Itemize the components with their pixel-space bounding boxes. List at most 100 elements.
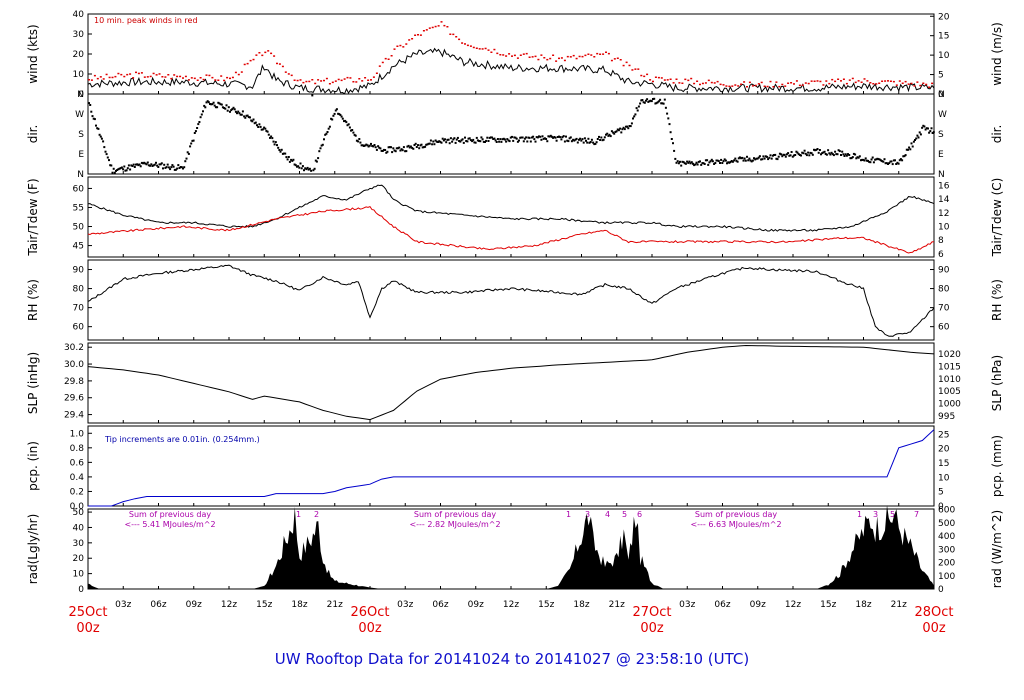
wind-direction-point xyxy=(341,117,344,120)
wind-direction-point xyxy=(452,138,455,141)
wind-direction-point xyxy=(285,156,288,159)
wind-direction-point xyxy=(763,157,766,160)
wind-direction-point xyxy=(88,102,90,105)
peak-wind-point xyxy=(190,77,193,79)
wind-direction-point xyxy=(135,163,137,166)
peak-wind-point xyxy=(654,76,657,78)
wind-direction-point xyxy=(445,141,448,144)
wind-direction-point xyxy=(655,102,658,105)
wind-direction-point xyxy=(171,164,174,167)
wind-direction-point xyxy=(481,138,484,141)
wind-ytick-label: 0 xyxy=(78,90,84,100)
peak-wind-point xyxy=(90,79,93,81)
wind-direction-point xyxy=(581,138,584,141)
peak-wind-point xyxy=(825,80,828,82)
wind-direction-point xyxy=(287,156,290,158)
peak-wind-point xyxy=(725,85,728,87)
wind-direction-point xyxy=(377,145,380,148)
wind-direction-point xyxy=(196,127,199,129)
wind-direction-point xyxy=(805,154,808,157)
peak-wind-point xyxy=(534,55,537,58)
wind-direction-point xyxy=(823,150,826,153)
peak-wind-point xyxy=(543,57,546,59)
wind-direction-point xyxy=(751,159,754,162)
rad-day3-note-line2: <--- 6.63 MJoules/m^2 xyxy=(690,520,781,529)
wind-direction-point xyxy=(486,136,489,139)
peak-wind-point xyxy=(590,54,593,56)
wind-direction-point xyxy=(142,162,145,165)
wind-direction-point xyxy=(907,148,909,151)
wind-direction-point xyxy=(306,166,309,169)
wind-direction-point xyxy=(796,151,799,154)
wind-direction-point xyxy=(782,153,785,156)
wind-direction-point xyxy=(821,152,824,155)
peak-wind-point xyxy=(740,83,743,85)
peak-wind-point xyxy=(93,74,96,77)
wind-direction-point xyxy=(780,153,783,156)
wind-direction-point xyxy=(770,157,773,160)
peak-wind-point xyxy=(657,76,660,79)
peak-wind-point xyxy=(581,55,584,58)
wind-direction-point xyxy=(358,138,361,140)
wind-direction-point xyxy=(882,160,885,163)
wind-direction-point xyxy=(555,139,558,142)
wind-direction-point xyxy=(425,143,428,146)
peak-wind-point xyxy=(314,82,317,85)
wind-direction-point xyxy=(527,136,530,139)
wind-direction-point xyxy=(583,137,586,140)
peak-wind-point xyxy=(243,63,246,66)
wind-direction-point xyxy=(558,135,560,138)
wind-direction-point xyxy=(227,106,230,109)
wind-direction-point xyxy=(565,135,567,138)
peak-wind-point xyxy=(558,57,560,60)
peak-wind-point xyxy=(819,80,822,83)
wind-direction-point xyxy=(408,146,411,149)
wind-direction-point xyxy=(236,112,238,115)
wind-direction-point xyxy=(182,167,184,170)
peak-wind-point xyxy=(99,76,102,78)
dir-ytick-label-right: W xyxy=(938,110,947,120)
peak-wind-point xyxy=(261,54,264,57)
hour-tick-label: 09z xyxy=(468,600,484,610)
wind-direction-point xyxy=(666,112,669,115)
wind-direction-point xyxy=(100,137,103,140)
wind-direction-point xyxy=(848,154,851,156)
pcp-ytick-label: 0.6 xyxy=(70,458,85,468)
wind-direction-point xyxy=(919,133,922,136)
wind-direction-point xyxy=(307,168,310,171)
wind-direction-point xyxy=(903,155,906,158)
rad-ytick-label: 10 xyxy=(73,570,85,580)
wind-direction-point xyxy=(89,104,92,106)
peak-wind-point xyxy=(349,77,352,79)
wind-direction-point xyxy=(173,168,176,171)
peak-wind-point xyxy=(522,53,525,55)
peak-wind-point xyxy=(308,80,311,83)
peak-wind-point xyxy=(610,59,613,62)
wind-direction-point xyxy=(927,127,929,130)
wind-direction-point xyxy=(211,103,214,106)
wind-direction-point xyxy=(659,98,662,101)
wind-direction-point xyxy=(386,150,389,153)
peak-wind-point xyxy=(804,82,807,84)
wind-direction-point xyxy=(395,147,398,150)
wind-direction-point xyxy=(384,149,387,151)
wind-direction-point xyxy=(797,153,800,156)
peak-wind-point xyxy=(834,80,837,83)
wind-direction-point xyxy=(863,159,866,162)
wind-direction-point xyxy=(479,140,482,143)
peak-wind-point xyxy=(660,77,663,79)
wind-direction-point xyxy=(93,118,96,121)
wind-direction-point xyxy=(843,155,846,157)
hour-tick-label: 03z xyxy=(115,600,131,610)
wind-direction-point xyxy=(257,126,260,128)
peak-wind-point xyxy=(437,25,440,27)
peak-wind-point xyxy=(552,54,555,56)
slp-right-label: SLP (hPa) xyxy=(990,355,1004,411)
dir-right-label: dir. xyxy=(990,125,1004,144)
peak-wind-point xyxy=(299,79,302,81)
wind-direction-point xyxy=(699,160,701,163)
slp-ytick-label: 29.6 xyxy=(64,394,84,404)
wind-direction-point xyxy=(440,141,443,144)
wind-direction-point xyxy=(721,162,724,164)
wind-direction-point xyxy=(632,117,634,120)
